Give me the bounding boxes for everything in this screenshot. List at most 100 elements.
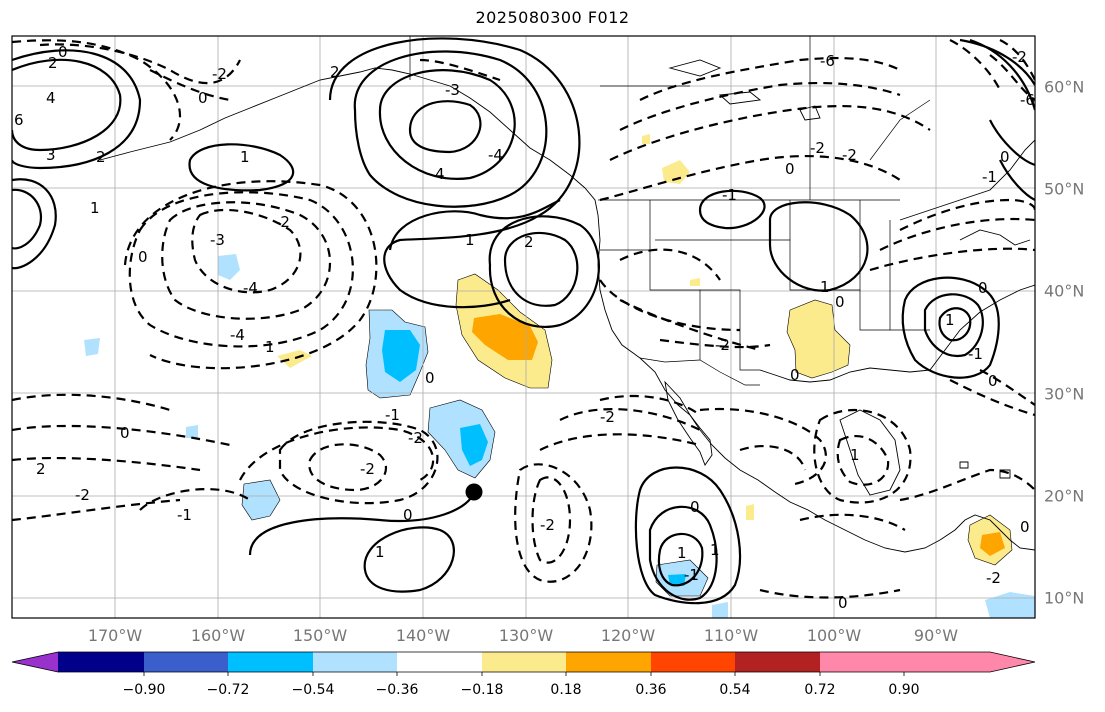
plot-frame [11, 35, 1036, 619]
storm-position-marker [465, 483, 483, 501]
colorbar-tick-label: 0.18 [550, 682, 582, 698]
contour-label: -4 [230, 326, 245, 344]
contour-label: 0 [138, 248, 148, 266]
contour-label: -2 [212, 65, 227, 83]
contour-label: -2 [360, 460, 375, 478]
political-borders [409, 36, 931, 386]
longitude-label: 100°W [806, 626, 862, 645]
contour-label: 0 [835, 293, 845, 311]
colorbar-tick-label: 0.72 [804, 682, 836, 698]
contour-label: -4 [488, 146, 503, 164]
contour-label: 1 [820, 278, 830, 296]
colorbar-swatch [397, 652, 482, 672]
colorbar-swatch [735, 652, 820, 672]
contour-label: -1 [684, 566, 699, 584]
colorbar-swatch [144, 652, 228, 672]
contour-label: -2 [600, 408, 615, 426]
latitude-label: 30°N [1044, 384, 1085, 404]
contour-label: 4 [435, 165, 445, 183]
contour-label: 0 [403, 506, 413, 524]
colorbar-tick-label: −0.18 [460, 682, 504, 698]
latitude-label: 10°N [1044, 588, 1085, 608]
colorbar-tick-label: 0.36 [635, 682, 667, 698]
contour-label: 0 [690, 498, 700, 516]
contour-label: 2 [524, 233, 534, 251]
longitude-label: 140°W [395, 626, 451, 645]
longitude-label: 120°W [600, 626, 656, 645]
graticule [12, 36, 1035, 618]
contour-label: 3 [46, 146, 56, 164]
contour-label: -2 [842, 146, 857, 164]
contour-label: 4 [46, 89, 56, 107]
colorbar-swatch [482, 652, 566, 672]
colorbar-tick-label: −0.54 [291, 682, 335, 698]
colorbar-tick-label: 0.54 [719, 682, 751, 698]
contour-label: 0 [120, 424, 130, 442]
contour-label: -4 [243, 279, 258, 297]
contour-label: 1 [710, 541, 720, 559]
contour-label: -1 [968, 345, 983, 363]
longitude-label: 170°W [87, 626, 143, 645]
contour-labels: 0 2 4 6 3 2 1 1 0 -2 -3 -4 -2 1 0 4 2 1 … [14, 43, 1035, 612]
contour-label: 1 [240, 148, 250, 166]
contour-label: 1 [677, 544, 687, 562]
contour-label: 0 [988, 372, 998, 390]
contour-label: -2 [75, 486, 90, 504]
contour-label: 2 [48, 54, 58, 72]
contour-label: 1 [375, 543, 385, 561]
colorbar-tick-label: −0.36 [375, 682, 419, 698]
contour-label: -2 [715, 336, 730, 354]
contour-label: 1 [90, 199, 100, 217]
contour-label: -2 [408, 429, 423, 447]
contour-label: -1 [722, 186, 737, 204]
contour-label: 1 [850, 446, 860, 464]
contour-label: -6 [1020, 91, 1035, 109]
colorbar-tick-label: −0.72 [206, 682, 250, 698]
contour-label: 1 [265, 338, 275, 356]
contour-label: -3 [445, 81, 460, 99]
latitude-label: 60°N [1044, 77, 1085, 97]
latitude-label: 50°N [1044, 179, 1085, 199]
contour-label: -2 [986, 569, 1001, 587]
contour-label: -2 [540, 516, 555, 534]
colorbar-tick-label: −0.90 [122, 682, 166, 698]
longitude-label: 130°W [498, 626, 554, 645]
contours-positive [12, 37, 1035, 605]
contour-label: 6 [14, 111, 24, 129]
contour-label: -3 [210, 231, 225, 249]
contours-negative [12, 39, 1035, 599]
colorbar-swatch [228, 652, 313, 672]
contour-label: 2 [36, 460, 46, 478]
contour-label: 0 [838, 594, 848, 612]
colorbar [11, 651, 1036, 676]
contour-label: -1 [982, 168, 997, 186]
contour-label: -2 [275, 213, 290, 231]
contour-label: -1 [385, 406, 400, 424]
contour-label: -6 [820, 52, 835, 70]
latitude-label: 20°N [1044, 486, 1085, 506]
contour-label: 1 [945, 311, 955, 329]
longitude-label: 90°W [913, 626, 959, 645]
longitude-label: 160°W [190, 626, 246, 645]
shaded-anomaly-areas [84, 134, 1035, 618]
colorbar-tick-label: 0.90 [888, 682, 920, 698]
colorbar-extension-high [904, 652, 1035, 672]
contour-label: 0 [785, 160, 795, 178]
latitude-label: 40°N [1044, 281, 1085, 301]
colorbar-swatch [820, 652, 904, 672]
contour-label: -2 [810, 139, 825, 157]
colorbar-swatch [58, 652, 144, 672]
contour-label: 0 [1000, 148, 1010, 166]
colorbar-extension-low [12, 652, 58, 672]
contour-label: -2 [1012, 48, 1027, 66]
contour-label: -1 [177, 506, 192, 524]
contour-label: 0 [790, 366, 800, 384]
colorbar-swatch [313, 652, 397, 672]
longitude-label: 150°W [292, 626, 348, 645]
contour-label: 0 [978, 279, 988, 297]
colorbar-swatch [566, 652, 651, 672]
longitude-label: 110°W [703, 626, 759, 645]
contour-label: 2 [330, 63, 340, 81]
contour-label: 2 [96, 148, 106, 166]
